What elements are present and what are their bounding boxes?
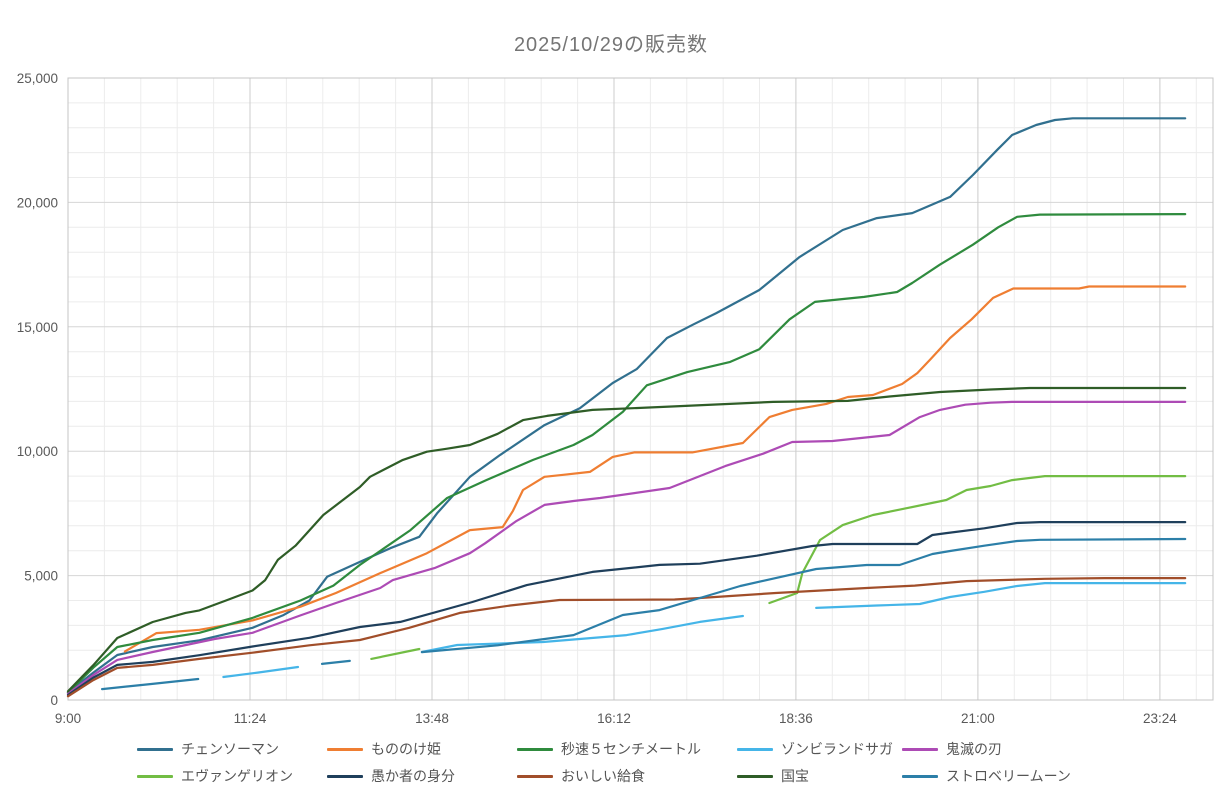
- legend-swatch: [517, 747, 553, 751]
- legend-label: ゾンビランドサガ: [781, 741, 893, 757]
- legend-item: 秒速５センチメートル: [517, 740, 737, 758]
- legend-label: 秒速５センチメートル: [561, 741, 701, 757]
- y-axis-tick-label: 0: [50, 693, 58, 708]
- legend-label: 国宝: [781, 768, 809, 784]
- series-line: [66, 521, 1187, 697]
- x-axis-tick-label: 13:48: [415, 711, 449, 726]
- y-axis-tick-label: 15,000: [17, 320, 58, 335]
- legend-swatch: [517, 774, 553, 778]
- series-line: [123, 285, 1187, 653]
- series-line: [101, 537, 1187, 691]
- legend-label: 鬼滅の刃: [946, 741, 1002, 757]
- legend-swatch: [327, 774, 363, 778]
- legend-label: チェンソーマン: [181, 741, 279, 757]
- x-axis-tick-label: 9:00: [55, 711, 81, 726]
- legend-label: おいしい給食: [561, 768, 645, 784]
- series-line: [66, 213, 1187, 694]
- legend-item: もののけ姫: [327, 740, 517, 758]
- series-line: [66, 117, 1187, 694]
- legend-item: 鬼滅の刃: [902, 740, 1071, 758]
- series-line: [66, 386, 1187, 693]
- series-line: [222, 582, 1187, 679]
- x-axis-tick-label: 21:00: [961, 711, 995, 726]
- legend-swatch: [137, 774, 173, 778]
- plot-border: [67, 77, 1214, 701]
- x-axis-tick-label: 16:12: [597, 711, 631, 726]
- y-axis-tick-label: 10,000: [17, 444, 58, 459]
- legend-label: 愚か者の身分: [371, 768, 455, 784]
- legend-swatch: [737, 774, 773, 778]
- series-line: [66, 577, 1187, 698]
- legend-label: もののけ姫: [371, 741, 441, 757]
- chart-title: 2025/10/29の販売数: [513, 34, 709, 56]
- legend-label: ストロベリームーン: [946, 768, 1071, 784]
- x-axis-tick-label: 18:36: [779, 711, 813, 726]
- legend-item: ゾンビランドサガ: [737, 740, 902, 758]
- y-axis-tick-label: 25,000: [17, 71, 58, 86]
- series-line: [370, 475, 1187, 660]
- chart-plot: 0 5,000 10,000 15,000 20,000 25,000 9:00 11:24 1…: [17, 71, 1214, 726]
- legend-swatch: [327, 747, 363, 751]
- y-axis-tick-label: 5,000: [24, 569, 58, 584]
- legend-swatch: [902, 774, 938, 778]
- legend-swatch: [902, 747, 938, 751]
- legend-item: エヴァンゲリオン: [137, 767, 327, 785]
- legend-item: チェンソーマン: [137, 740, 327, 758]
- legend-item: ストロベリームーン: [902, 767, 1071, 785]
- legend-item: おいしい給食: [517, 767, 737, 785]
- x-axis-tick-label: 23:24: [1143, 711, 1177, 726]
- legend-swatch: [137, 747, 173, 751]
- legend-label: エヴァンゲリオン: [181, 768, 293, 784]
- series-line: [66, 400, 1187, 695]
- legend-swatch: [737, 747, 773, 751]
- y-axis-tick-label: 20,000: [17, 195, 58, 210]
- legend-item: 国宝: [737, 767, 902, 785]
- legend-item: 愚か者の身分: [327, 767, 517, 785]
- chart-legend: チェンソーマン もののけ姫 秒速５センチメートル ゾンビランドサガ 鬼滅の刃エヴァンゲリ…: [137, 740, 1071, 785]
- x-axis-tick-label: 11:24: [234, 711, 267, 726]
